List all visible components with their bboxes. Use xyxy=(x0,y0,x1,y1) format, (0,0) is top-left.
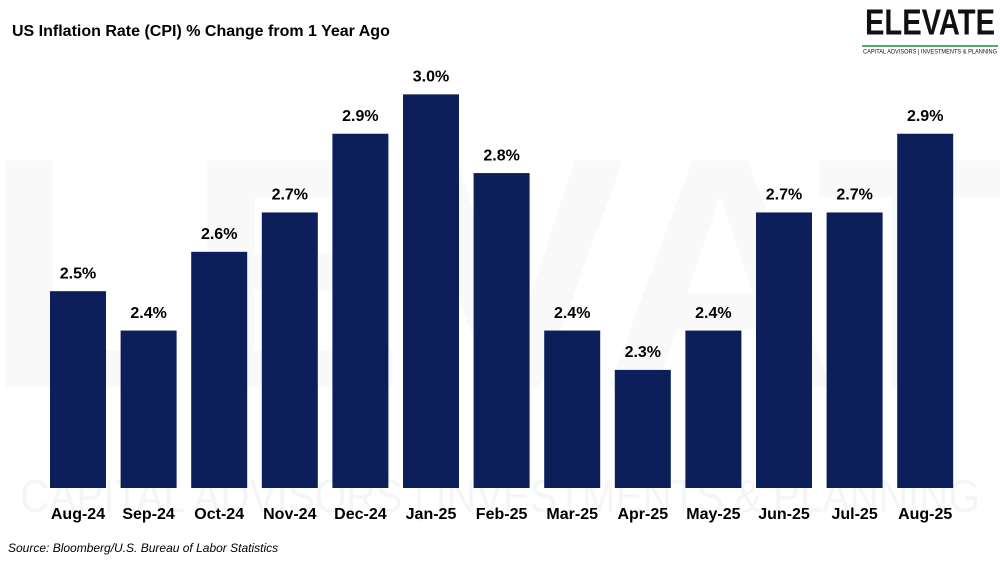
data-label: 2.7% xyxy=(272,187,308,204)
data-label: 2.4% xyxy=(130,305,166,322)
x-tick-label: Aug-24 xyxy=(51,506,105,523)
data-label: 2.9% xyxy=(907,108,943,125)
data-label: 2.8% xyxy=(483,147,519,164)
x-tick-label: Jan-25 xyxy=(406,506,457,523)
data-label: 2.7% xyxy=(766,187,802,204)
x-tick-label: Nov-24 xyxy=(263,506,316,523)
bar xyxy=(473,173,530,488)
chart-title: US Inflation Rate (CPI) % Change from 1 … xyxy=(12,23,390,40)
bar xyxy=(332,133,389,488)
data-label: 2.9% xyxy=(342,108,378,125)
bar xyxy=(614,369,671,488)
x-tick-label: Sep-24 xyxy=(122,506,175,523)
x-tick-label: Dec-24 xyxy=(334,506,387,523)
bar xyxy=(685,330,742,488)
data-label: 2.3% xyxy=(625,344,661,361)
x-tick-label: Oct-24 xyxy=(194,506,244,523)
bar xyxy=(191,251,248,488)
bar xyxy=(120,330,177,488)
bar xyxy=(261,212,318,489)
logo-name: ELEVATE xyxy=(865,2,995,43)
bar xyxy=(50,291,106,488)
bar xyxy=(756,212,812,489)
x-tick-label: Feb-25 xyxy=(476,506,528,523)
x-tick-label: May-25 xyxy=(686,506,740,523)
bar xyxy=(826,212,883,489)
data-label: 3.0% xyxy=(413,69,449,86)
bar xyxy=(403,94,459,488)
bar xyxy=(897,133,954,488)
x-tick-label: Mar-25 xyxy=(546,506,598,523)
x-tick-label: Apr-25 xyxy=(617,506,668,523)
logo-tagline: CAPITAL ADVISORS | INVESTMENTS & PLANNIN… xyxy=(863,50,997,56)
x-tick-label: Aug-25 xyxy=(898,506,952,523)
data-label: 2.5% xyxy=(60,265,96,282)
x-tick-label: Jun-25 xyxy=(758,506,810,523)
bar xyxy=(544,330,601,488)
data-label: 2.7% xyxy=(836,187,872,204)
data-label: 2.4% xyxy=(695,305,731,322)
source-note: Source: Bloomberg/U.S. Bureau of Labor S… xyxy=(8,541,278,555)
x-tick-label: Jul-25 xyxy=(831,506,877,523)
data-label: 2.4% xyxy=(554,305,590,322)
data-label: 2.6% xyxy=(201,226,237,243)
